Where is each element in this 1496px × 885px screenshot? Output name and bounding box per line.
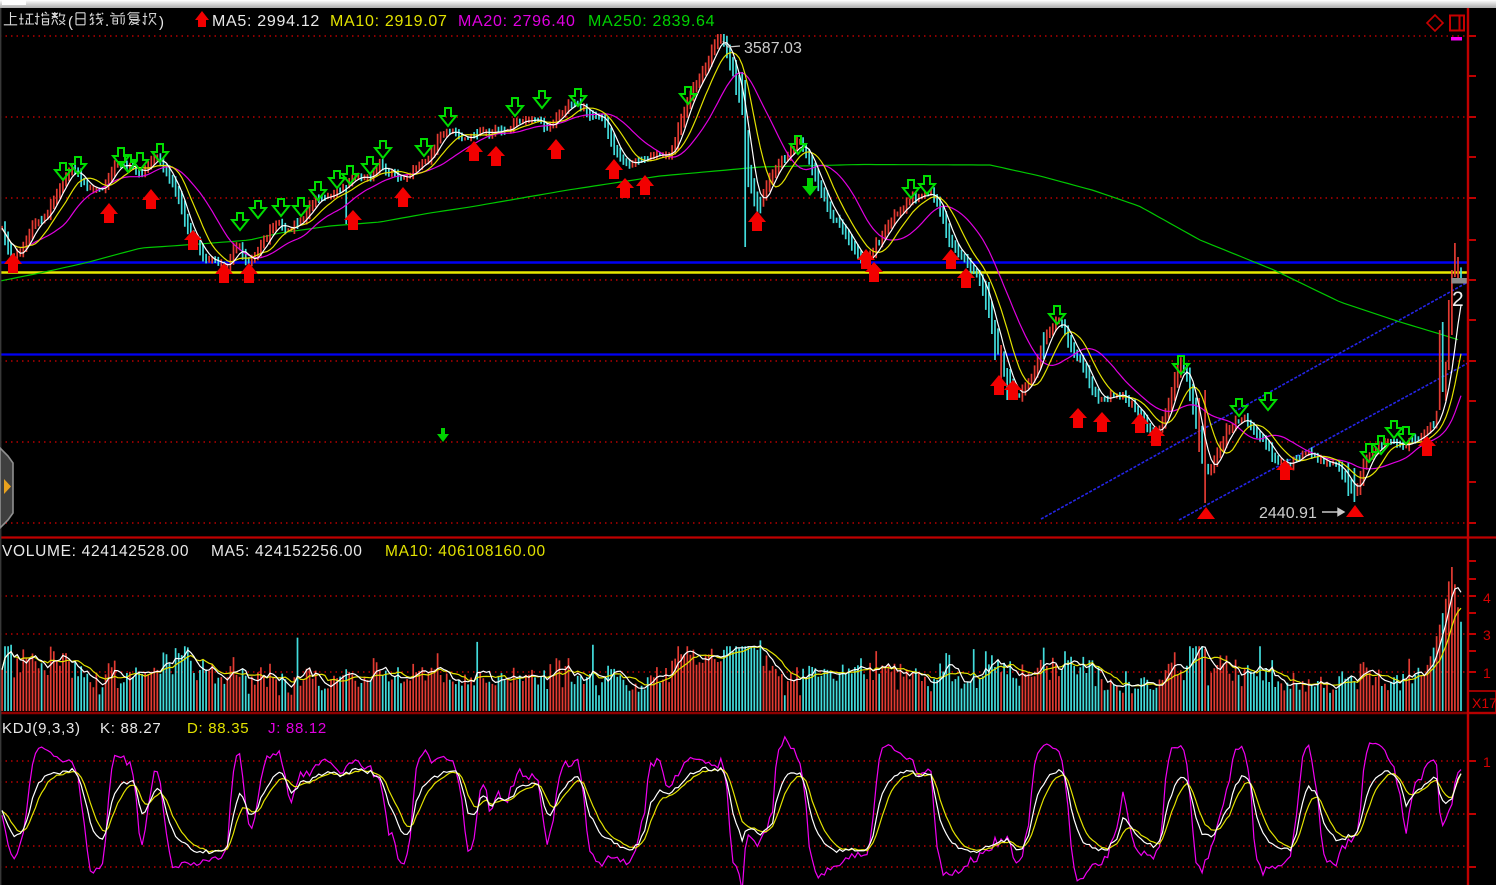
svg-text:MA10: 406108160.00: MA10: 406108160.00 xyxy=(385,543,546,560)
svg-text:KDJ(9,3,3): KDJ(9,3,3) xyxy=(2,720,81,737)
svg-text:MA5: 2994.12: MA5: 2994.12 xyxy=(212,13,320,30)
svg-text:2: 2 xyxy=(1452,288,1464,311)
svg-text:J: 88.12: J: 88.12 xyxy=(268,720,327,737)
svg-text:1: 1 xyxy=(1483,665,1491,681)
svg-text:3: 3 xyxy=(1483,627,1491,643)
svg-text:MA20: 2796.40: MA20: 2796.40 xyxy=(458,13,576,30)
svg-text:MA10: 2919.07: MA10: 2919.07 xyxy=(330,13,448,30)
svg-text:MA250: 2839.64: MA250: 2839.64 xyxy=(588,13,715,30)
svg-text:MA5: 424152256.00: MA5: 424152256.00 xyxy=(211,543,363,560)
svg-text:1: 1 xyxy=(1483,754,1491,770)
svg-text:3587.03: 3587.03 xyxy=(744,40,802,57)
svg-text:K: 88.27: K: 88.27 xyxy=(100,720,161,737)
svg-text:VOLUME: 424142528.00: VOLUME: 424142528.00 xyxy=(2,543,189,560)
svg-text:2440.91: 2440.91 xyxy=(1259,505,1317,522)
svg-text:X17: X17 xyxy=(1472,695,1496,711)
svg-text:4: 4 xyxy=(1483,590,1491,606)
svg-text:): ) xyxy=(159,14,164,31)
svg-text:(: ( xyxy=(68,14,73,31)
svg-text:.: . xyxy=(105,13,109,30)
svg-text:D: 88.35: D: 88.35 xyxy=(187,720,249,737)
